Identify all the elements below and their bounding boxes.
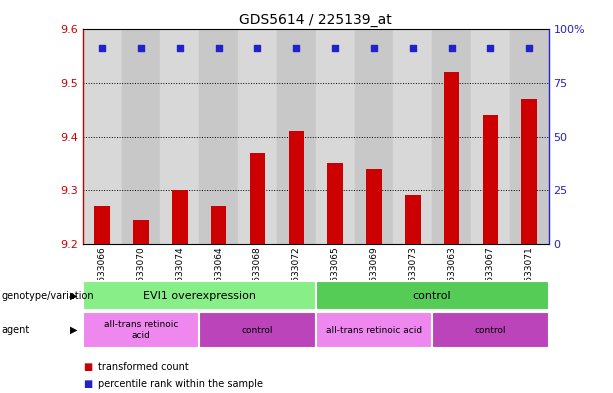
Text: percentile rank within the sample: percentile rank within the sample bbox=[98, 379, 263, 389]
Text: transformed count: transformed count bbox=[98, 362, 189, 373]
Point bbox=[97, 45, 107, 51]
Bar bbox=[83, 312, 199, 348]
Point bbox=[408, 45, 417, 51]
Text: EVI1 overexpression: EVI1 overexpression bbox=[143, 291, 256, 301]
Bar bbox=[211, 206, 226, 244]
Bar bbox=[289, 131, 304, 244]
Point bbox=[447, 45, 457, 51]
Bar bbox=[444, 72, 459, 244]
Text: ■: ■ bbox=[83, 362, 92, 373]
Bar bbox=[161, 29, 199, 244]
Point bbox=[175, 45, 185, 51]
Point bbox=[330, 45, 340, 51]
Text: ▶: ▶ bbox=[70, 291, 78, 301]
Bar bbox=[394, 29, 432, 244]
Bar bbox=[432, 29, 471, 244]
Bar bbox=[172, 190, 188, 244]
Bar bbox=[238, 29, 277, 244]
Bar bbox=[83, 281, 316, 310]
Point bbox=[485, 45, 495, 51]
Title: GDS5614 / 225139_at: GDS5614 / 225139_at bbox=[239, 13, 392, 27]
Text: control: control bbox=[242, 326, 273, 334]
Text: control: control bbox=[413, 291, 452, 301]
Bar bbox=[354, 29, 394, 244]
Bar bbox=[199, 312, 316, 348]
Text: ▶: ▶ bbox=[70, 325, 78, 335]
Bar bbox=[432, 312, 549, 348]
Text: agent: agent bbox=[1, 325, 29, 335]
Bar bbox=[510, 29, 549, 244]
Bar bbox=[199, 29, 238, 244]
Point bbox=[214, 45, 224, 51]
Bar bbox=[366, 169, 382, 244]
Bar bbox=[316, 29, 354, 244]
Bar bbox=[249, 152, 265, 244]
Bar bbox=[471, 29, 510, 244]
Bar bbox=[121, 29, 161, 244]
Text: control: control bbox=[474, 326, 506, 334]
Text: all-trans retinoic
acid: all-trans retinoic acid bbox=[104, 320, 178, 340]
Bar bbox=[133, 220, 149, 244]
Bar bbox=[83, 29, 121, 244]
Bar bbox=[94, 206, 110, 244]
Bar bbox=[277, 29, 316, 244]
Text: ■: ■ bbox=[83, 379, 92, 389]
Text: genotype/variation: genotype/variation bbox=[1, 291, 94, 301]
Point bbox=[369, 45, 379, 51]
Bar bbox=[482, 115, 498, 244]
Bar bbox=[327, 163, 343, 244]
Point bbox=[524, 45, 534, 51]
Bar bbox=[522, 99, 537, 244]
Bar bbox=[405, 195, 421, 244]
Bar bbox=[316, 281, 549, 310]
Bar bbox=[316, 312, 432, 348]
Point bbox=[253, 45, 262, 51]
Point bbox=[291, 45, 301, 51]
Text: all-trans retinoic acid: all-trans retinoic acid bbox=[326, 326, 422, 334]
Point bbox=[136, 45, 146, 51]
